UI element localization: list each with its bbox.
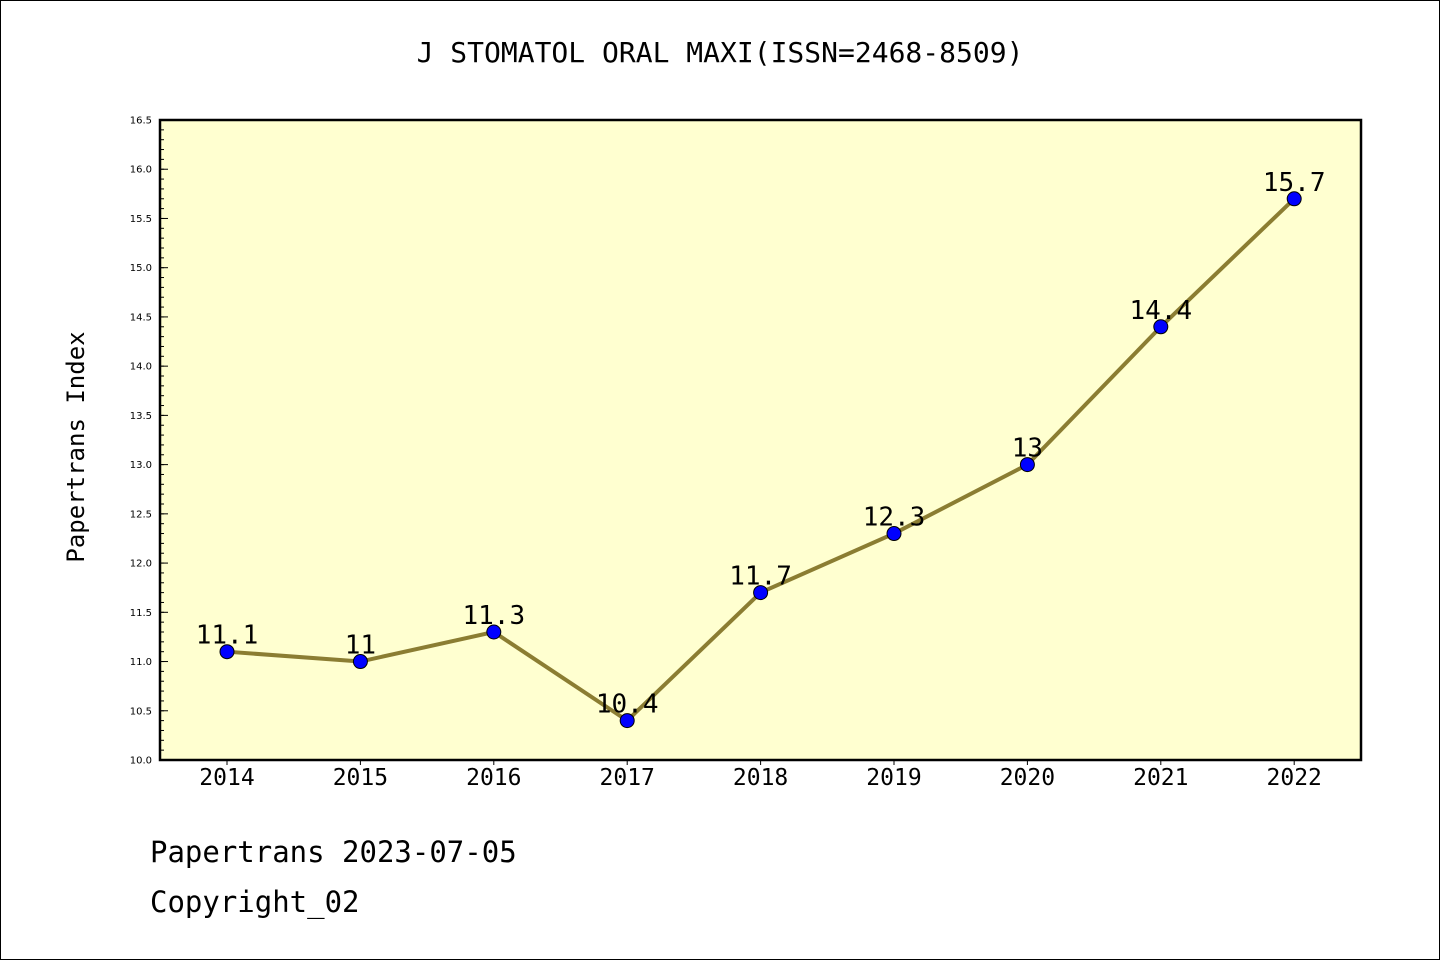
data-label: 14.4 [1129,296,1192,326]
y-tick-label: 14.0 [130,362,152,373]
footer-copyright: Copyright_02 [150,885,360,919]
footer-date: Papertrans 2023-07-05 [150,835,517,869]
data-point [886,526,902,542]
y-tick-label: 12.5 [130,509,152,520]
y-tick-label: 14.5 [130,312,152,323]
y-tick-label: 13.0 [130,460,152,471]
y-tick-label: 15.5 [130,214,152,225]
y-tick-label: 10.5 [130,706,152,717]
y-tick-label: 15.0 [130,263,152,274]
x-tick-label: 2019 [866,765,921,791]
data-point [219,644,235,660]
y-axis-label: Papertrans Index [62,331,90,562]
data-label: 13 [1012,434,1043,464]
data-point [619,713,635,729]
data-label: 11.1 [196,621,259,651]
y-tick-labels: 10.0 10.5 11.0 11.5 12.0 12.5 13.0 13.5 14.0 14.5… [130,116,152,767]
data-label: 15.7 [1263,168,1326,198]
data-label: 11.7 [729,562,792,592]
data-point [753,585,769,601]
y-tick-label: 16.5 [130,116,152,127]
x-tick-label: 2022 [1267,765,1322,791]
x-tick-labels: 2014 2015 2016 2017 2018 2019 2020 2021 2022 [199,765,1322,791]
data-label: 10.4 [596,690,659,720]
plot-border [158,118,1363,762]
x-tick-label: 2017 [600,765,655,791]
data-labels: 11.1 11 11.3 10.4 11.7 12.3 13 14.4 15.7 [196,168,1326,720]
x-tick-label: 2020 [1000,765,1055,791]
data-point [1286,191,1302,207]
data-point [1019,457,1035,473]
y-tick-label: 10.0 [130,756,152,767]
x-tick-label: 2021 [1133,765,1188,791]
data-point [352,654,368,670]
plot-area [160,120,1361,760]
data-label: 11 [345,631,376,661]
x-tick-label: 2014 [199,765,254,791]
data-point [1153,319,1169,335]
data-point [486,624,502,640]
y-tick-label: 11.0 [130,657,152,668]
x-tick-label: 2018 [733,765,788,791]
data-label: 11.3 [462,601,525,631]
data-label: 12.3 [863,503,926,533]
y-tick-label: 13.5 [130,411,152,422]
x-tick-label: 2015 [333,765,388,791]
y-tick-label: 16.0 [130,165,152,176]
x-tick-label: 2016 [466,765,521,791]
y-tick-label: 12.0 [130,559,152,570]
y-tick-label: 11.5 [130,608,152,619]
series-markers [219,191,1302,729]
chart-title: J STOMATOL ORAL MAXI(ISSN=2468-8509) [416,36,1024,69]
